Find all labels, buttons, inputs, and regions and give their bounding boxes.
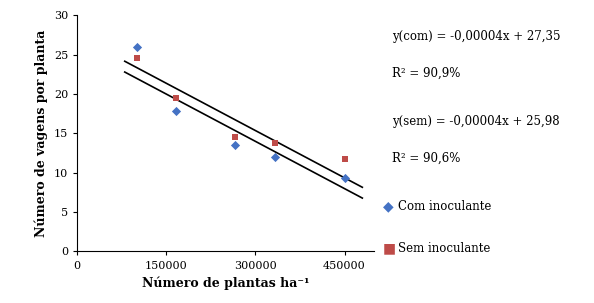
Point [340, 176, 349, 181]
Point [270, 140, 280, 145]
Point [171, 95, 181, 100]
Text: R² = 90,9%: R² = 90,9% [392, 67, 460, 80]
Text: R² = 90,6%: R² = 90,6% [392, 152, 460, 165]
Point [270, 155, 280, 159]
Y-axis label: Número de vagens por planta: Número de vagens por planta [35, 30, 48, 237]
Text: y(sem) = -0,00004x + 25,98: y(sem) = -0,00004x + 25,98 [392, 115, 560, 128]
Text: y(com) = -0,00004x + 27,35: y(com) = -0,00004x + 27,35 [392, 30, 561, 43]
Text: Sem inoculante: Sem inoculante [398, 242, 491, 255]
Point [132, 44, 141, 49]
Text: ◆: ◆ [383, 199, 394, 213]
Point [340, 156, 349, 161]
Point [132, 56, 141, 61]
X-axis label: Número de plantas ha⁻¹: Número de plantas ha⁻¹ [142, 276, 309, 290]
Point [230, 143, 240, 148]
Point [171, 109, 181, 114]
Text: Com inoculante: Com inoculante [398, 200, 491, 212]
Point [230, 135, 240, 140]
Text: ■: ■ [383, 241, 396, 255]
